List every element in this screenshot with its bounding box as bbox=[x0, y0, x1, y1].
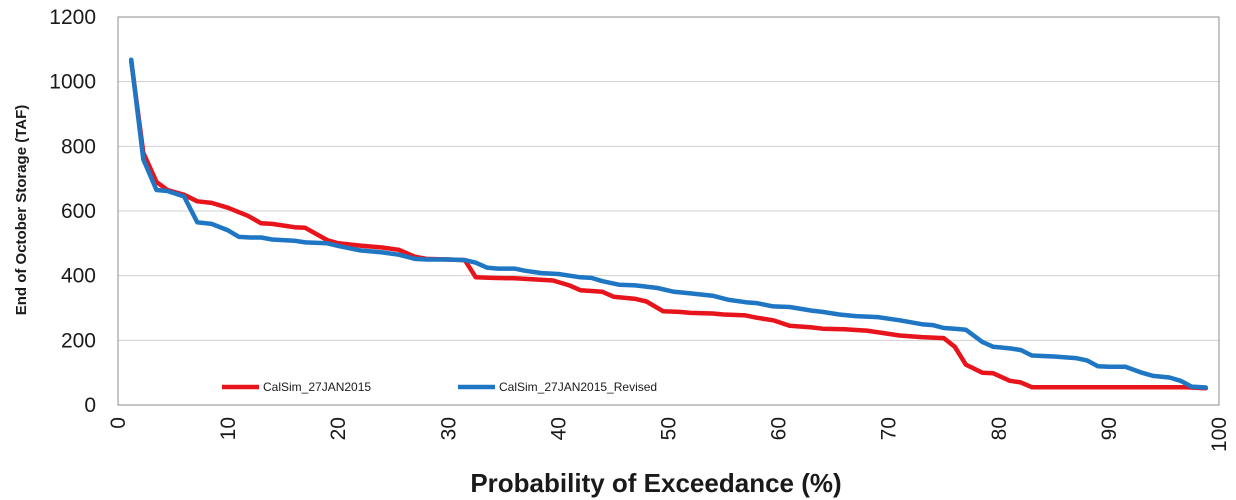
y-tick-label: 200 bbox=[61, 329, 96, 352]
x-tick-label: 10 bbox=[217, 417, 240, 440]
y-tick-label: 1000 bbox=[49, 71, 96, 94]
x-tick-label: 20 bbox=[327, 417, 350, 440]
y-tick-label: 400 bbox=[61, 265, 96, 288]
x-tick-label: 50 bbox=[658, 417, 681, 440]
x-tick-label: 60 bbox=[768, 417, 791, 440]
plot-area bbox=[117, 16, 1220, 406]
x-tick-label: 40 bbox=[547, 417, 570, 440]
legend-label-1: CalSim_27JAN2015 bbox=[263, 380, 371, 394]
y-tick-label: 600 bbox=[61, 200, 96, 223]
y-tick-label: 800 bbox=[61, 135, 96, 158]
series-line-2 bbox=[128, 57, 1209, 390]
x-tick-label: 0 bbox=[107, 417, 130, 429]
y-tick-label: 0 bbox=[84, 394, 96, 417]
y-axis-title: End of October Storage (TAF) bbox=[13, 105, 30, 316]
x-axis-title: Probability of Exceedance (%) bbox=[470, 468, 841, 498]
legend: CalSim_27JAN2015 CalSim_27JAN2015_Revised bbox=[222, 380, 657, 394]
y-tick-label: 1200 bbox=[49, 6, 96, 29]
x-tick-label: 90 bbox=[1098, 417, 1121, 440]
x-tick-label: 80 bbox=[988, 417, 1011, 440]
x-tick-label: 30 bbox=[437, 417, 460, 440]
x-tick-label: 70 bbox=[878, 417, 901, 440]
x-axis-ticks: 0 10 20 30 40 50 60 70 80 90 100 bbox=[107, 417, 1231, 452]
x-tick-label: 100 bbox=[1208, 417, 1231, 452]
y-axis-ticks: 0 200 400 600 800 1000 1200 bbox=[49, 6, 96, 417]
legend-label-2: CalSim_27JAN2015_Revised bbox=[499, 380, 657, 394]
series-line-1 bbox=[128, 58, 1209, 391]
series-group bbox=[128, 57, 1209, 391]
